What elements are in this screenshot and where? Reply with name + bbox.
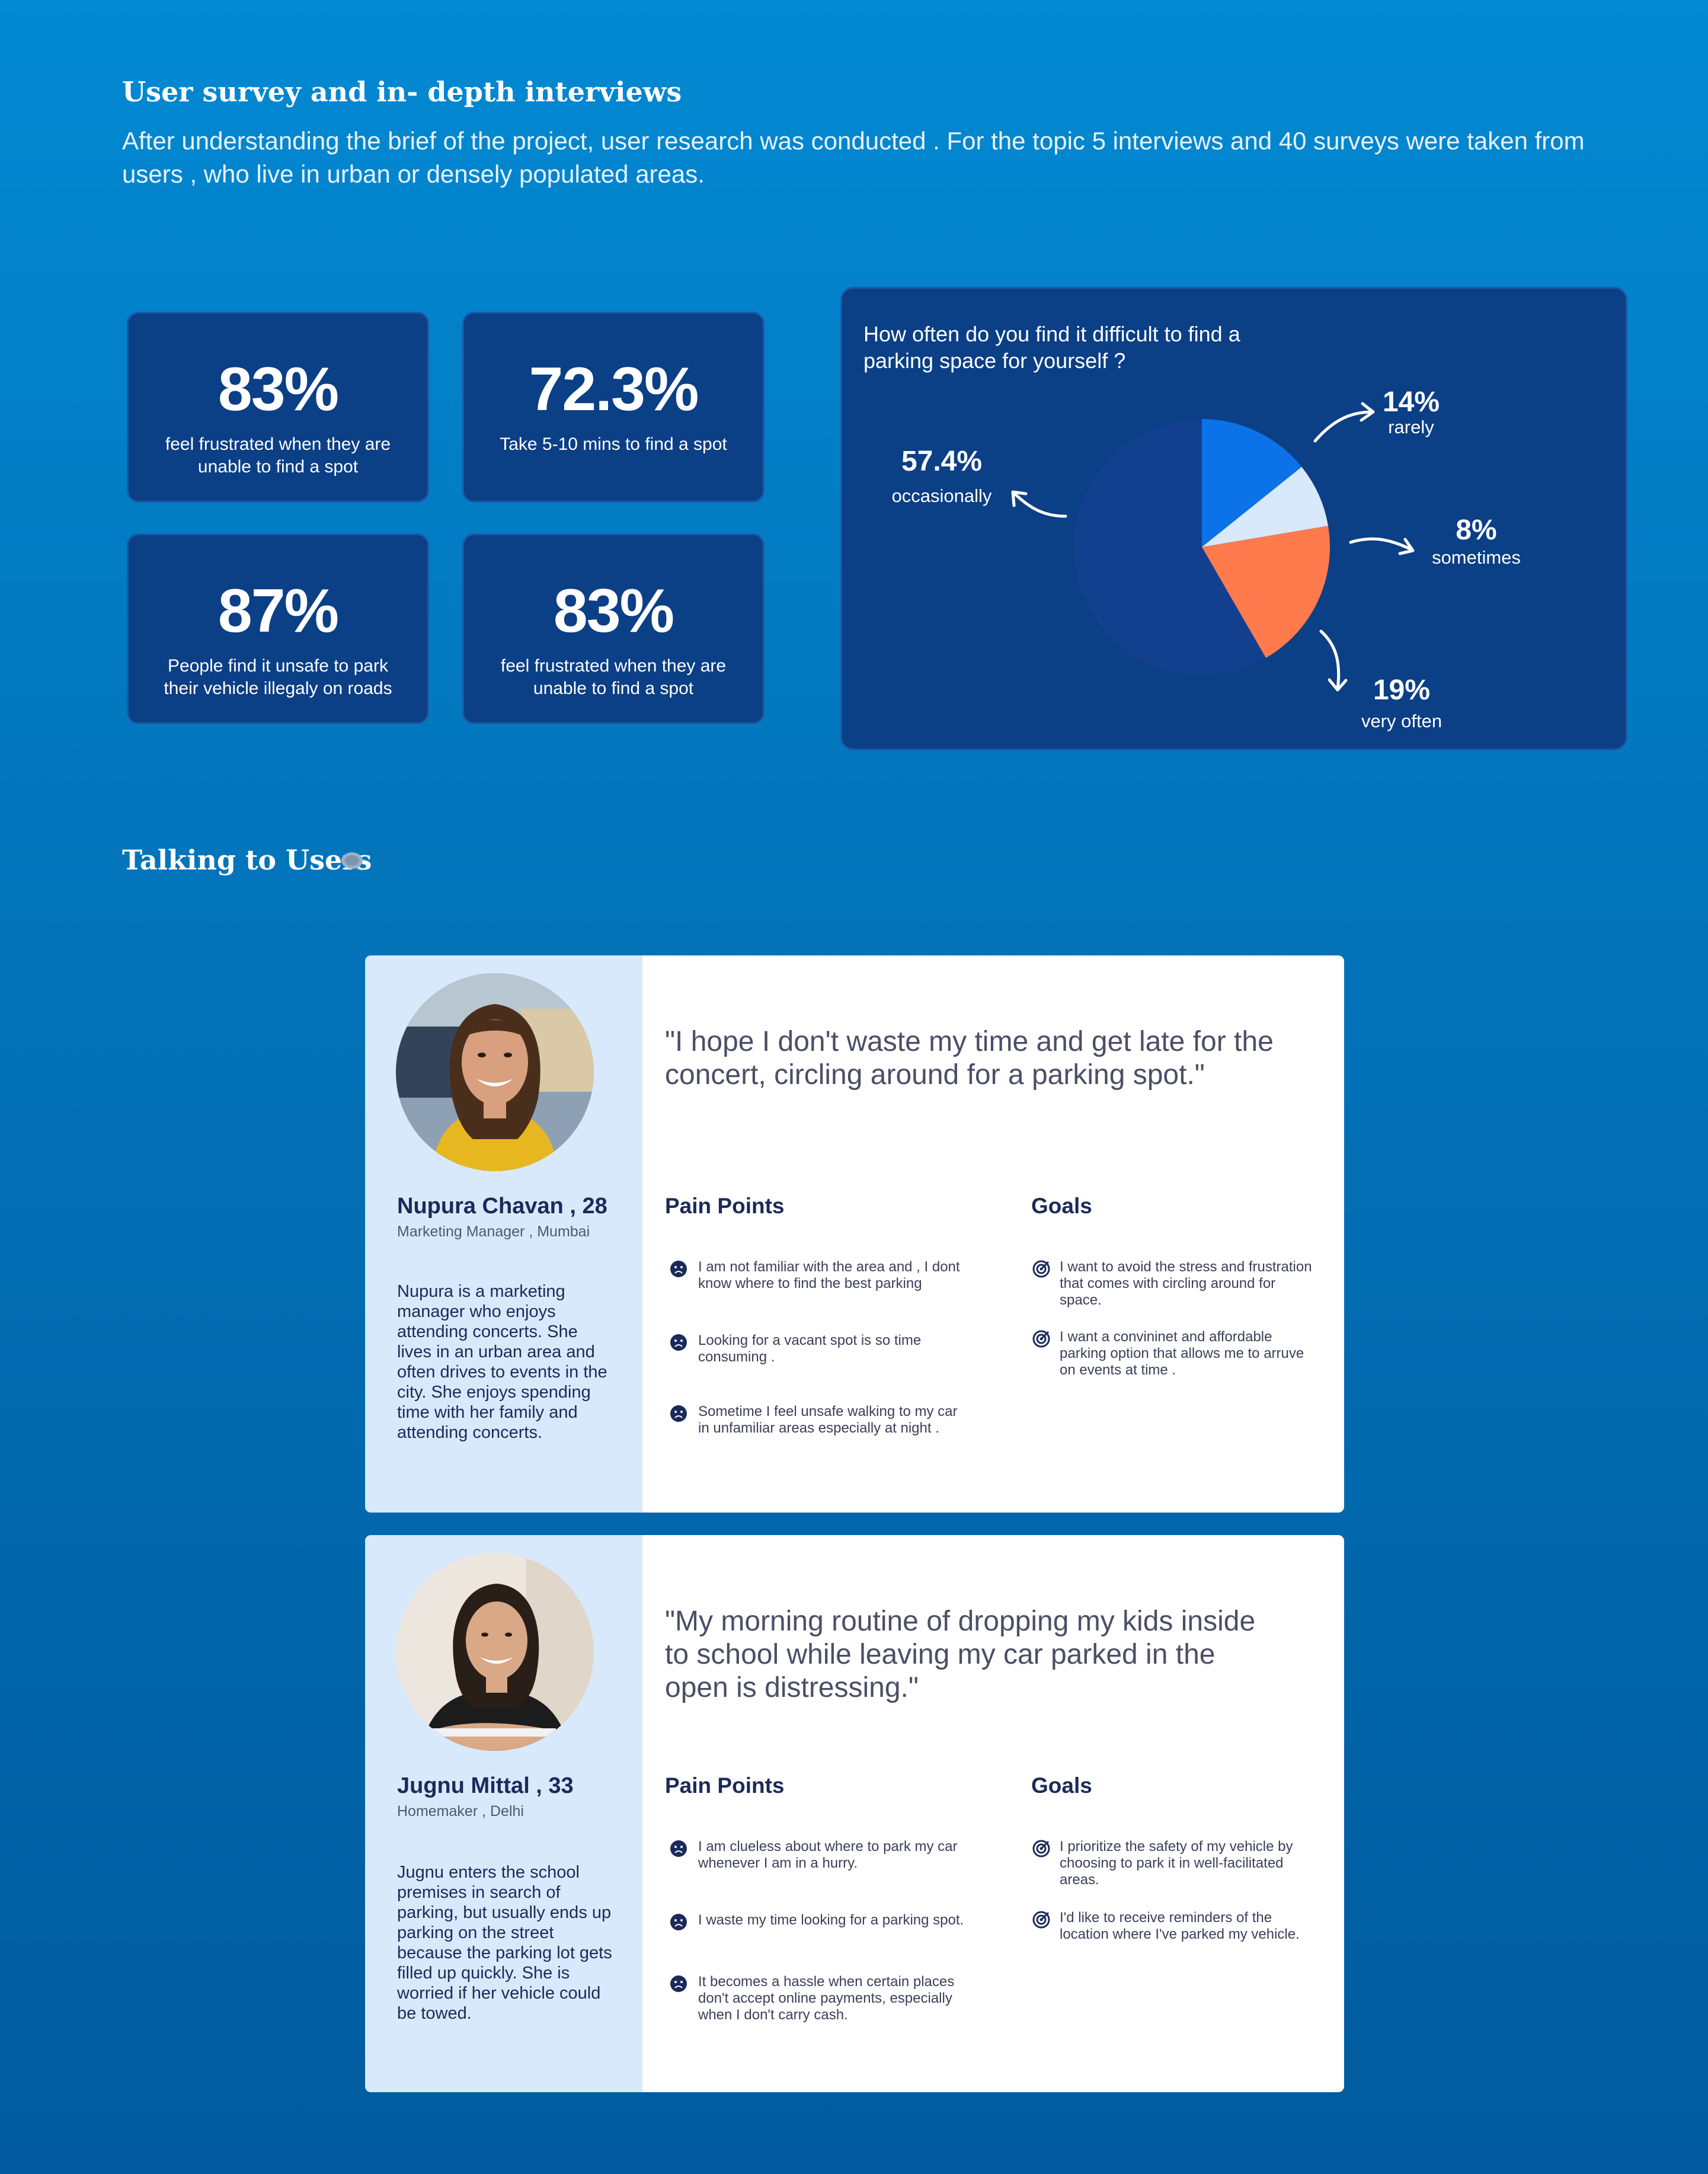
pie-chart bbox=[1011, 402, 1415, 692]
pain-point-item: I am not familiar with the area and , I … bbox=[670, 1259, 971, 1292]
persona-card: Nupura Chavan , 28 Marketing Manager , M… bbox=[365, 955, 1344, 1513]
persona-bio: Nupura is a marketing manager who enjoys… bbox=[397, 1282, 607, 1442]
section-title: User survey and in- depth interviews bbox=[122, 76, 682, 108]
goal-item: I'd like to receive reminders of the loc… bbox=[1032, 1910, 1320, 1943]
stat-label: feel frustrated when they are unable to … bbox=[500, 656, 727, 698]
persona-role: Marketing Manager , Mumbai bbox=[397, 1223, 590, 1240]
goal-item: I prioritize the safety of my vehicle by… bbox=[1032, 1839, 1320, 1888]
pie-slice-very-often bbox=[1202, 526, 1330, 658]
persona-bio: Jugnu enters the school premises in sear… bbox=[397, 1863, 612, 2023]
target-icon bbox=[1032, 1260, 1050, 1278]
sad-face-icon bbox=[670, 1975, 687, 1992]
slice-label-occasionally: occasionally bbox=[891, 485, 992, 506]
goals-title: Goals bbox=[1031, 1773, 1092, 1798]
slice-value-sometimes: 8% bbox=[1456, 514, 1497, 546]
slice-label-sometimes: sometimes bbox=[1432, 547, 1521, 568]
stat-label: Take 5-10 mins to find a spot bbox=[500, 434, 727, 454]
pie-slice-occasionally bbox=[1074, 419, 1266, 675]
avatar bbox=[396, 1553, 594, 1751]
goal-item: I want a convininet and affordable parki… bbox=[1032, 1329, 1320, 1379]
persona-quote: "I hope I don't waste my time and get la… bbox=[665, 1026, 1274, 1091]
intro-paragraph: After understanding the brief of the pro… bbox=[122, 127, 1585, 188]
arrow-very-often bbox=[1319, 629, 1348, 692]
goals-title: Goals bbox=[1031, 1194, 1092, 1218]
stat-label: People find it unsafe to park their vehi… bbox=[164, 656, 392, 698]
sad-face-icon bbox=[670, 1840, 687, 1857]
goal-text: I want to avoid the stress and frustrati… bbox=[1060, 1259, 1312, 1308]
target-icon bbox=[1032, 1911, 1050, 1929]
stat-label: feel frustrated when they are unable to … bbox=[165, 434, 391, 477]
persona-card: Jugnu Mittal , 33 Homemaker , Delhi Jugn… bbox=[365, 1535, 1344, 2092]
pain-points-title: Pain Points bbox=[665, 1194, 785, 1218]
arrow-occasionally bbox=[1011, 490, 1067, 518]
pain-point-item: Sometime I feel unsafe walking to my car… bbox=[670, 1403, 971, 1437]
chat-bubble-icon bbox=[341, 852, 363, 871]
pain-point-item: I waste my time looking for a parking sp… bbox=[670, 1912, 971, 1930]
goal-text: I want a convininet and affordable parki… bbox=[1060, 1329, 1304, 1378]
target-icon bbox=[1032, 1840, 1050, 1858]
pain-point-text: Sometime I feel unsafe walking to my car… bbox=[698, 1403, 958, 1436]
arrow-rarely bbox=[1313, 402, 1375, 443]
stat-value: 87% bbox=[218, 577, 339, 645]
stat-card: 83% feel frustrated when they are unable… bbox=[127, 312, 429, 503]
goal-text: I prioritize the safety of my vehicle by… bbox=[1060, 1839, 1293, 1888]
goal-item: I want to avoid the stress and frustrati… bbox=[1032, 1259, 1320, 1309]
pain-point-text: I am clueless about where to park my car… bbox=[698, 1839, 958, 1871]
sad-face-icon bbox=[670, 1405, 687, 1422]
chart-title: How often do you find it difficult to fi… bbox=[863, 322, 1240, 373]
sad-face-icon bbox=[670, 1261, 687, 1277]
stat-value: 83% bbox=[218, 355, 339, 424]
target-icon bbox=[1032, 1330, 1050, 1348]
slice-value-very-often: 19% bbox=[1373, 674, 1431, 706]
persona-quote: "My morning routine of dropping my kids … bbox=[665, 1606, 1256, 1703]
stat-card: 83% feel frustrated when they are unable… bbox=[462, 533, 765, 724]
pie-slice-sometimes bbox=[1202, 466, 1329, 547]
stat-value: 72.3% bbox=[529, 355, 699, 424]
stat-card: 87% People find it unsafe to park their … bbox=[127, 533, 429, 724]
slice-value-occasionally: 57.4% bbox=[901, 446, 983, 477]
pain-point-text: I waste my time looking for a parking sp… bbox=[698, 1912, 964, 1928]
goal-text: I'd like to receive reminders of the loc… bbox=[1060, 1910, 1300, 1942]
pain-point-text: Looking for a vacant spot is so time con… bbox=[698, 1332, 922, 1365]
slice-label-rarely: rarely bbox=[1388, 417, 1434, 437]
talking-title: Talking to Users bbox=[122, 844, 372, 876]
stat-value: 83% bbox=[553, 577, 674, 645]
arrow-sometimes bbox=[1349, 537, 1415, 555]
pain-point-item: It becomes a hassle when certain places … bbox=[670, 1974, 971, 2023]
persona-role: Homemaker , Delhi bbox=[397, 1803, 524, 1820]
slice-label-very-often: very often bbox=[1361, 711, 1442, 731]
stat-card: 72.3% Take 5-10 mins to find a spot bbox=[462, 312, 765, 503]
sad-face-icon bbox=[670, 1914, 687, 1930]
pain-point-item: Looking for a vacant spot is so time con… bbox=[670, 1332, 971, 1366]
pie-chart-card: How often do you find it difficult to fi… bbox=[840, 287, 1627, 750]
persona-name: Nupura Chavan , 28 bbox=[397, 1194, 607, 1219]
sad-face-icon bbox=[670, 1334, 687, 1351]
pain-points-title: Pain Points bbox=[665, 1773, 785, 1798]
pain-point-text: I am not familiar with the area and , I … bbox=[698, 1259, 960, 1291]
pie-slice-rarely bbox=[1202, 419, 1302, 547]
pain-point-text: It becomes a hassle when certain places … bbox=[698, 1974, 955, 2023]
pain-point-item: I am clueless about where to park my car… bbox=[670, 1839, 971, 1872]
slice-value-rarely: 14% bbox=[1382, 386, 1440, 418]
persona-name: Jugnu Mittal , 33 bbox=[397, 1773, 574, 1798]
avatar bbox=[396, 973, 594, 1171]
